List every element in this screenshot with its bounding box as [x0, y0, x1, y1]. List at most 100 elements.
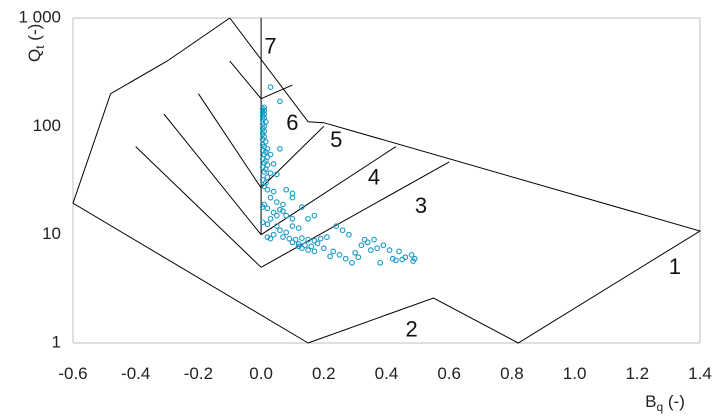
data-point: [377, 259, 384, 266]
data-point: [324, 234, 330, 240]
y-tick-label: 10: [42, 224, 61, 243]
zone-boundary-7: [163, 113, 262, 236]
x-tick-labels: -0.6 -0.4 -0.2 0.0 0.2 0.4 0.6 0.8 1.0 1.2 1.4: [58, 364, 711, 383]
data-point: [402, 254, 409, 261]
y-axis-title: Qt (-): [25, 24, 47, 62]
data-point: [393, 257, 399, 264]
data-point: [273, 199, 280, 205]
data-point: [259, 131, 266, 137]
data-point: [273, 212, 280, 219]
data-point: [283, 212, 290, 219]
data-point: [305, 236, 311, 243]
data-point: [270, 188, 277, 195]
data-point: [367, 247, 374, 253]
x-tick-label: 0.8: [500, 364, 524, 383]
zone-label-7: 7: [264, 34, 276, 59]
data-point: [273, 171, 280, 178]
data-point: [389, 255, 396, 262]
data-point: [289, 239, 296, 246]
zone-boundary-1: [229, 17, 702, 344]
data-point: [295, 241, 302, 247]
data-point: [277, 98, 283, 105]
data-point: [280, 201, 286, 208]
data-point: [259, 106, 266, 112]
data-point: [355, 254, 362, 261]
data-point: [277, 145, 283, 152]
zone-boundary-2: [72, 17, 309, 344]
data-point: [311, 248, 318, 255]
data-point: [283, 186, 290, 193]
data-point: [261, 104, 268, 111]
data-point: [270, 231, 277, 238]
data-point: [408, 252, 415, 258]
x-tick-label: 0.0: [249, 364, 273, 383]
zone-boundaries: [72, 17, 702, 344]
data-point: [267, 194, 274, 201]
data-point: [264, 174, 271, 180]
data-point: [358, 242, 365, 249]
zone-boundary-10: [260, 84, 293, 100]
zone-label-1: 1: [669, 254, 681, 279]
data-point: [289, 194, 296, 201]
data-point: [371, 236, 377, 243]
data-point: [261, 169, 268, 175]
data-point: [277, 227, 283, 234]
x-tick-label: -0.2: [184, 364, 213, 383]
zone-boundary-6: [260, 146, 397, 236]
data-point: [267, 170, 274, 176]
data-point: [277, 206, 283, 213]
data-point: [280, 208, 286, 214]
x-tick-label: 1.0: [563, 364, 587, 383]
zone-boundary-9: [197, 93, 262, 189]
data-point: [386, 247, 393, 253]
data-point: [396, 248, 402, 255]
zone-boundary-8: [260, 125, 325, 189]
data-point: [267, 151, 274, 158]
x-tick-label: 0.6: [437, 364, 461, 383]
data-point: [342, 255, 349, 262]
data-point: [264, 205, 271, 212]
y-tick-label: 1: [52, 332, 61, 351]
data-point: [264, 186, 271, 193]
data-points: [259, 84, 418, 266]
x-tick-label: 1.2: [625, 364, 649, 383]
data-point: [330, 248, 337, 255]
data-point: [327, 253, 333, 260]
data-point: [267, 84, 274, 90]
data-point: [311, 212, 318, 219]
zone-boundary-4: [260, 161, 450, 268]
y-tick-labels: 1 10 100 1 000: [18, 7, 61, 351]
data-point: [364, 239, 371, 246]
x-tick-label: -0.6: [58, 364, 87, 383]
data-point: [314, 240, 321, 247]
data-point: [264, 221, 271, 228]
zone-label-3: 3: [415, 193, 427, 218]
data-point: [346, 231, 352, 238]
x-tick-label: 1.4: [688, 364, 712, 383]
data-point: [299, 235, 305, 241]
y-tick-label: 100: [33, 116, 61, 135]
data-point: [259, 177, 266, 183]
data-point: [289, 223, 296, 229]
zone-boundary-5: [135, 146, 262, 268]
x-tick-label: 0.4: [375, 364, 399, 383]
data-point: [280, 234, 286, 240]
data-point: [267, 235, 274, 242]
data-point: [339, 227, 346, 234]
data-point: [305, 247, 311, 253]
data-point: [349, 259, 355, 266]
zone-label-6: 6: [286, 110, 298, 135]
data-point: [267, 215, 274, 222]
zone-boundary-11: [229, 60, 262, 100]
data-point: [374, 245, 380, 252]
chart-axes: [72, 17, 701, 344]
data-point: [299, 204, 305, 210]
data-point: [264, 234, 271, 240]
zone-label-5: 5: [330, 127, 342, 152]
zone-labels: 1 2 3 4 5 6 7: [264, 34, 681, 342]
data-point: [295, 243, 302, 250]
zone-label-4: 4: [368, 164, 380, 189]
data-point: [259, 219, 266, 226]
x-axis-title: Bq (-): [645, 392, 685, 414]
